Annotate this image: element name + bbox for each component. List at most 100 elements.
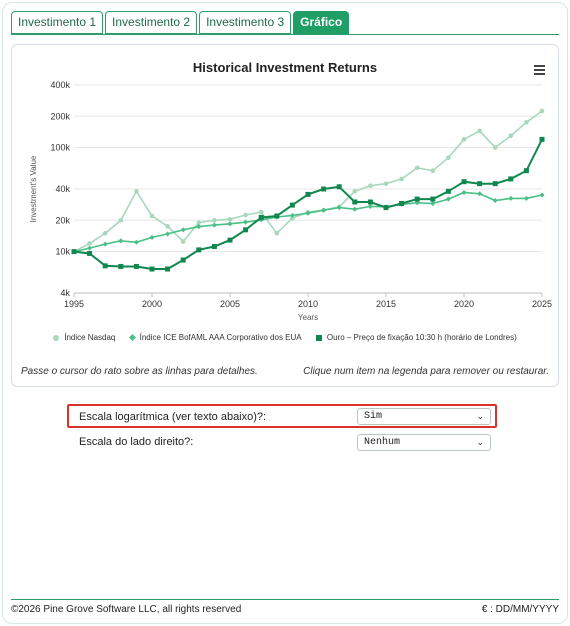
data-point-0 bbox=[243, 212, 248, 218]
data-point-1 bbox=[118, 238, 124, 244]
data-point-1 bbox=[508, 195, 514, 201]
data-point-0 bbox=[399, 176, 404, 182]
data-point-2 bbox=[71, 249, 77, 255]
series-line-1 bbox=[73, 191, 543, 253]
tab-investimento-3[interactable]: Investimento 3 bbox=[199, 11, 292, 34]
data-point-2 bbox=[165, 266, 171, 272]
hamburger-menu-icon[interactable] bbox=[534, 65, 545, 75]
chart-svg: 4k 10k 20k 40k 100k 200k 400k 1995 2000 2005 2010 2… bbox=[29, 80, 552, 322]
data-point-1 bbox=[133, 239, 139, 245]
legend-marker-ice bbox=[128, 334, 136, 342]
data-point-2 bbox=[102, 263, 108, 269]
x-axis-title: Years bbox=[298, 313, 318, 322]
data-point-1 bbox=[477, 191, 483, 197]
right-scale-label: Escala do lado direito?: bbox=[79, 436, 194, 448]
legend-label-gold: Ouro – Preço de fixação 10:30 h (horário… bbox=[326, 333, 517, 342]
data-point-1 bbox=[445, 196, 451, 202]
y-tick-label: 200k bbox=[50, 111, 70, 121]
log-scale-row: Escala logarítmica (ver texto abaixo)?: … bbox=[67, 404, 497, 428]
data-point-2 bbox=[274, 213, 280, 219]
x-tick-label: 2005 bbox=[220, 299, 240, 309]
legend-item-nasdaq[interactable]: Índice Nasdaq bbox=[53, 333, 115, 342]
right-scale-value: Nenhum bbox=[364, 437, 401, 448]
footer-divider bbox=[11, 599, 559, 600]
data-point-2 bbox=[477, 181, 483, 187]
data-point-1 bbox=[523, 195, 529, 201]
tab-investimento-1[interactable]: Investimento 1 bbox=[11, 11, 104, 34]
data-point-1 bbox=[289, 212, 295, 218]
data-point-0 bbox=[539, 108, 545, 114]
y-tick-label: 20k bbox=[55, 215, 70, 225]
y-tick-label: 4k bbox=[60, 288, 70, 298]
data-point-2 bbox=[352, 199, 358, 205]
right-scale-select[interactable]: Nenhum ⌄ bbox=[357, 434, 491, 451]
data-point-0 bbox=[461, 137, 467, 142]
data-point-2 bbox=[289, 202, 295, 208]
chart-options: Escala logarítmica (ver texto abaixo)?: … bbox=[67, 404, 497, 454]
data-point-2 bbox=[336, 184, 342, 190]
log-scale-label: Escala logarítmica (ver texto abaixo)?: bbox=[79, 411, 267, 423]
legend-item-ice[interactable]: Índice ICE BofAML AAA Corporativo dos EU… bbox=[128, 333, 302, 342]
data-point-0 bbox=[212, 218, 217, 223]
data-point-1 bbox=[461, 189, 467, 196]
data-point-2 bbox=[87, 250, 93, 256]
data-point-1 bbox=[321, 207, 327, 213]
data-point-1 bbox=[165, 231, 171, 237]
data-point-1 bbox=[352, 206, 358, 212]
legend-label-nasdaq: Índice Nasdaq bbox=[64, 333, 116, 342]
data-point-0 bbox=[383, 181, 389, 186]
legend-hint: Clique num item na legenda para remover … bbox=[303, 366, 549, 377]
data-point-2 bbox=[149, 266, 155, 272]
data-point-1 bbox=[211, 222, 217, 228]
data-point-2 bbox=[445, 188, 451, 194]
data-point-2 bbox=[133, 263, 139, 269]
data-point-1 bbox=[305, 210, 311, 216]
data-point-2 bbox=[430, 196, 436, 202]
y-tick-label: 400k bbox=[50, 80, 70, 90]
x-tick-label: 2010 bbox=[298, 299, 318, 309]
data-point-0 bbox=[368, 183, 373, 189]
data-point-2 bbox=[492, 181, 498, 187]
chart-panel: 4k 10k 20k 40k 100k 200k 400k 1995 2000 2005 2010 2… bbox=[11, 44, 559, 387]
legend-item-gold[interactable]: Ouro – Preço de fixação 10:30 h (horário… bbox=[315, 333, 517, 342]
data-point-2 bbox=[211, 243, 217, 249]
legend-label-ice: Índice ICE BofAML AAA Corporativo dos EU… bbox=[139, 333, 302, 342]
tab-grafico[interactable]: Gráfico bbox=[293, 11, 350, 34]
data-point-1 bbox=[492, 197, 498, 204]
data-point-0 bbox=[180, 239, 186, 244]
data-point-1 bbox=[180, 227, 186, 233]
data-point-2 bbox=[367, 199, 373, 205]
data-point-0 bbox=[508, 133, 514, 139]
data-point-1 bbox=[367, 203, 373, 209]
legend-marker-nasdaq bbox=[53, 334, 60, 341]
data-point-2 bbox=[508, 176, 514, 182]
data-point-2 bbox=[321, 186, 327, 192]
data-point-0 bbox=[149, 213, 155, 219]
data-point-2 bbox=[539, 136, 545, 142]
data-point-1 bbox=[87, 245, 93, 251]
data-point-2 bbox=[399, 201, 405, 207]
data-point-1 bbox=[539, 192, 545, 198]
data-point-0 bbox=[134, 189, 139, 194]
data-point-2 bbox=[383, 205, 389, 211]
data-point-0 bbox=[477, 128, 482, 134]
data-point-0 bbox=[352, 189, 358, 194]
data-point-0 bbox=[118, 218, 124, 223]
data-point-0 bbox=[258, 209, 264, 215]
log-scale-value: Sim bbox=[364, 411, 383, 422]
data-point-1 bbox=[196, 224, 202, 230]
log-scale-select[interactable]: Sim ⌄ bbox=[357, 408, 491, 425]
x-tick-label: 2015 bbox=[376, 299, 396, 309]
tab-bar: Investimento 1 Investimento 2 Investimen… bbox=[11, 11, 350, 34]
data-point-0 bbox=[87, 241, 92, 246]
data-point-2 bbox=[227, 237, 233, 243]
data-point-2 bbox=[461, 179, 467, 185]
tab-investimento-2[interactable]: Investimento 2 bbox=[105, 11, 198, 34]
y-tick-label: 10k bbox=[55, 247, 70, 257]
hover-hint: Passe o cursor do rato sobre as linhas p… bbox=[21, 366, 258, 377]
data-point-0 bbox=[430, 168, 436, 173]
y-axis-title: Investment's Value bbox=[29, 155, 38, 222]
y-tick-label: 40k bbox=[55, 184, 70, 194]
data-point-0 bbox=[165, 224, 170, 229]
